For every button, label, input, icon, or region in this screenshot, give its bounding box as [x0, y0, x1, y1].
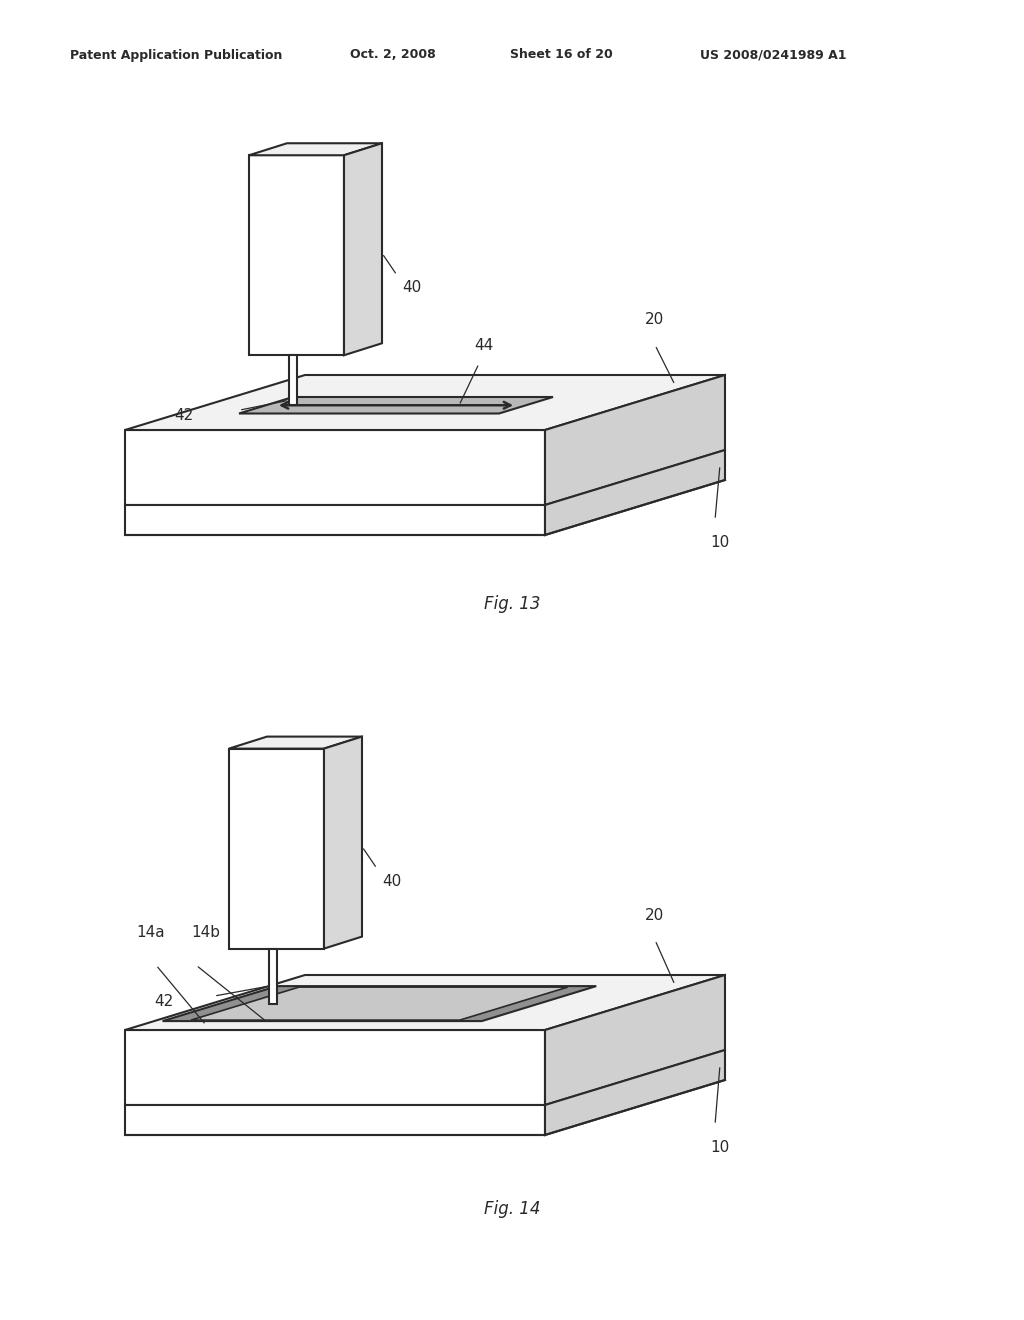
Polygon shape	[239, 397, 553, 413]
Text: US 2008/0241989 A1: US 2008/0241989 A1	[700, 49, 847, 62]
Text: 14a: 14a	[136, 925, 165, 940]
Polygon shape	[344, 144, 382, 355]
Text: 42: 42	[154, 994, 173, 1008]
Text: Sheet 16 of 20: Sheet 16 of 20	[510, 49, 612, 62]
Text: 10: 10	[710, 1140, 729, 1155]
Polygon shape	[289, 355, 297, 405]
Polygon shape	[229, 748, 324, 949]
Text: Patent Application Publication: Patent Application Publication	[70, 49, 283, 62]
Text: 40: 40	[402, 280, 421, 296]
Polygon shape	[269, 949, 276, 1003]
Polygon shape	[545, 975, 725, 1105]
Polygon shape	[125, 506, 545, 535]
Polygon shape	[125, 975, 725, 1030]
Text: 42: 42	[174, 408, 194, 422]
Polygon shape	[229, 737, 362, 748]
Polygon shape	[545, 450, 725, 535]
Text: 20: 20	[645, 908, 665, 923]
Text: 40: 40	[382, 874, 401, 888]
Polygon shape	[324, 737, 362, 949]
Text: 44: 44	[474, 338, 494, 354]
Text: 20: 20	[645, 313, 665, 327]
Polygon shape	[545, 375, 725, 506]
Text: 14b: 14b	[191, 925, 220, 940]
Polygon shape	[125, 430, 545, 506]
Text: Fig. 13: Fig. 13	[483, 595, 541, 612]
Polygon shape	[249, 144, 382, 156]
Polygon shape	[163, 986, 596, 1022]
Polygon shape	[125, 1030, 545, 1105]
Polygon shape	[125, 1105, 545, 1135]
Text: Fig. 14: Fig. 14	[483, 1200, 541, 1218]
Polygon shape	[191, 987, 567, 1020]
Text: 10: 10	[710, 535, 729, 550]
Polygon shape	[125, 375, 725, 430]
Polygon shape	[249, 156, 344, 355]
Polygon shape	[545, 1049, 725, 1135]
Text: Oct. 2, 2008: Oct. 2, 2008	[350, 49, 436, 62]
